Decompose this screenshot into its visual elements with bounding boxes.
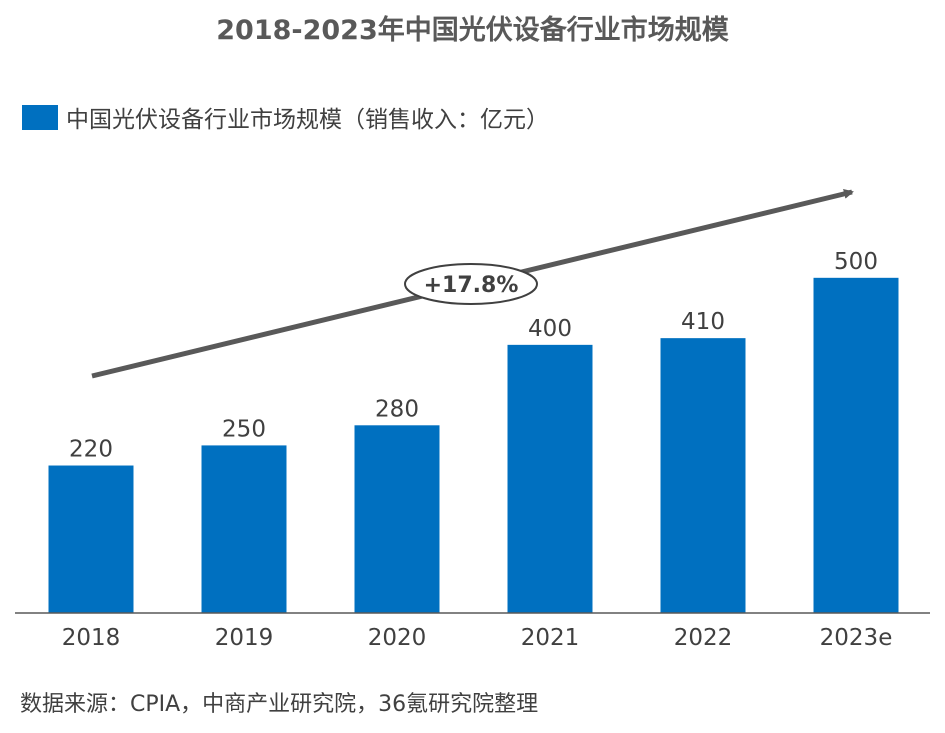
data-label-2021: 400 [528,316,572,342]
data-label-2019: 250 [222,416,266,442]
x-tick-label-2023e: 2023e [820,625,893,651]
legend-swatch [22,104,58,130]
x-tick-label-2018: 2018 [62,625,121,651]
bar-2018 [48,465,134,613]
x-tick-label-2021: 2021 [521,625,580,651]
legend-label: 中国光伏设备行业市场规模（销售收入：亿元） [66,107,549,133]
source-note: 数据来源：CPIA，中商产业研究院，36氪研究院整理 [20,692,539,717]
x-tick-label-2022: 2022 [674,625,733,651]
bar-2020 [354,425,440,613]
x-tick-label-2019: 2019 [215,625,274,651]
data-label-2018: 220 [69,437,113,463]
bar-2019 [201,445,287,613]
bar-2022 [660,338,746,613]
data-label-2022: 410 [681,309,725,335]
data-label-2023e: 500 [834,249,878,275]
legend: 中国光伏设备行业市场规模（销售收入：亿元） [22,100,549,134]
bar-2021 [507,344,593,613]
chart-title: 2018-2023年中国光伏设备行业市场规模 [216,15,729,46]
growth-annotation-text: +17.8% [424,273,519,298]
bar-2023e [813,277,899,613]
growth-annotation: +17.8% [404,263,538,305]
x-tick-label-2020: 2020 [368,625,427,651]
data-label-2020: 280 [375,396,419,422]
growth-annotation-ellipse [404,263,538,305]
